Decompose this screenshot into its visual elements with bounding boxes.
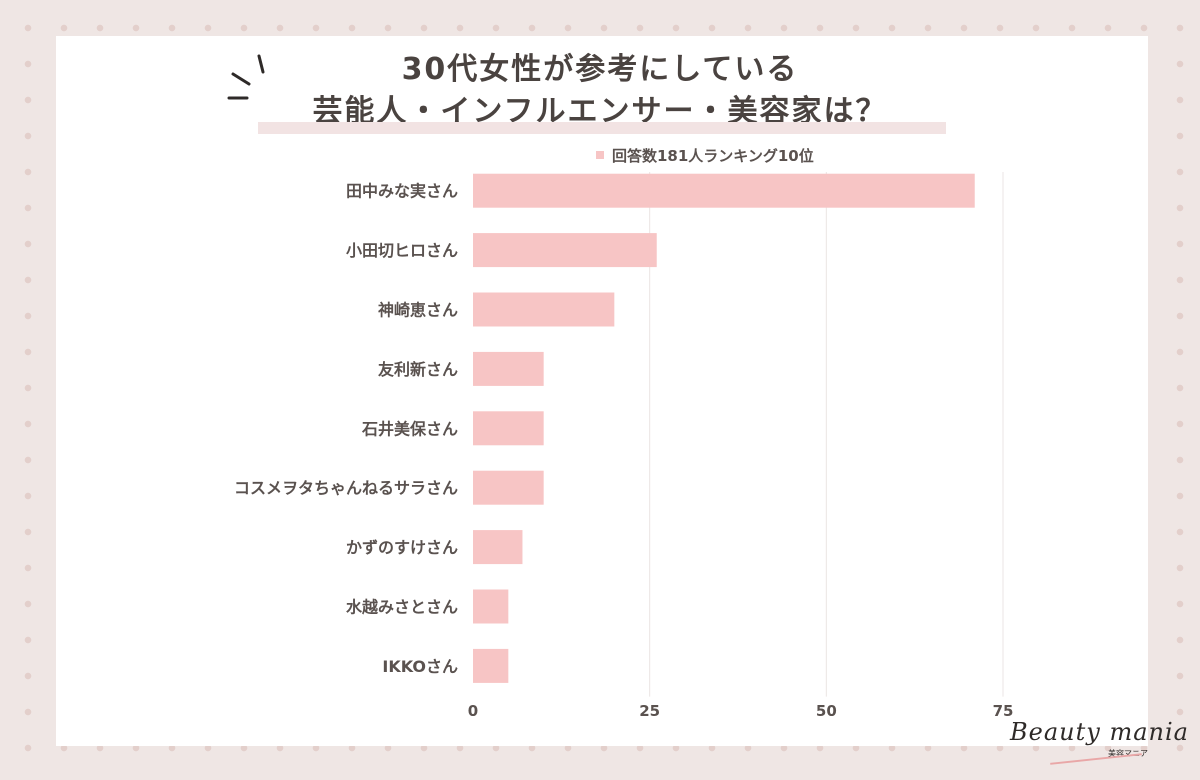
- title-underline: [258, 122, 946, 134]
- bar: [473, 589, 509, 624]
- category-label: IKKOさん: [382, 657, 458, 676]
- bar: [473, 530, 523, 565]
- category-label: かずのすけさん: [346, 538, 458, 557]
- x-tick-label: 25: [639, 702, 660, 720]
- category-label: 水越みさとさん: [346, 598, 458, 617]
- bar: [473, 173, 975, 208]
- chart-title-line1: 30代女性が参考にしている: [401, 52, 799, 87]
- category-label: 石井美保さん: [361, 419, 458, 438]
- x-tick-label: 75: [993, 702, 1014, 720]
- category-label: 友利新さん: [378, 360, 458, 379]
- bar: [473, 470, 544, 505]
- legend-label: 回答数181人ランキング10位: [612, 146, 814, 165]
- bar: [473, 233, 657, 268]
- legend-swatch: [596, 151, 604, 159]
- x-tick-label: 0: [468, 702, 478, 720]
- x-tick-label: 50: [816, 702, 837, 720]
- bar: [473, 292, 615, 327]
- sparkle-icon: [227, 54, 265, 100]
- bar: [473, 648, 509, 683]
- category-label: 神崎恵さん: [378, 301, 458, 320]
- logo-subtext: 美容マニア: [1108, 749, 1148, 758]
- logo-underline: [1050, 753, 1142, 765]
- bar: [473, 411, 544, 446]
- category-label: 小田切ヒロさん: [346, 241, 458, 260]
- bar: [473, 351, 544, 386]
- legend: 回答数181人ランキング10位: [596, 145, 814, 165]
- category-label: コスメヲタちゃんねるサラさん: [234, 479, 458, 498]
- category-label: 田中みな実さん: [346, 182, 458, 201]
- brand-logo: Beauty mania 美容マニア: [1010, 718, 1188, 768]
- logo-text: Beauty mania: [1010, 718, 1189, 746]
